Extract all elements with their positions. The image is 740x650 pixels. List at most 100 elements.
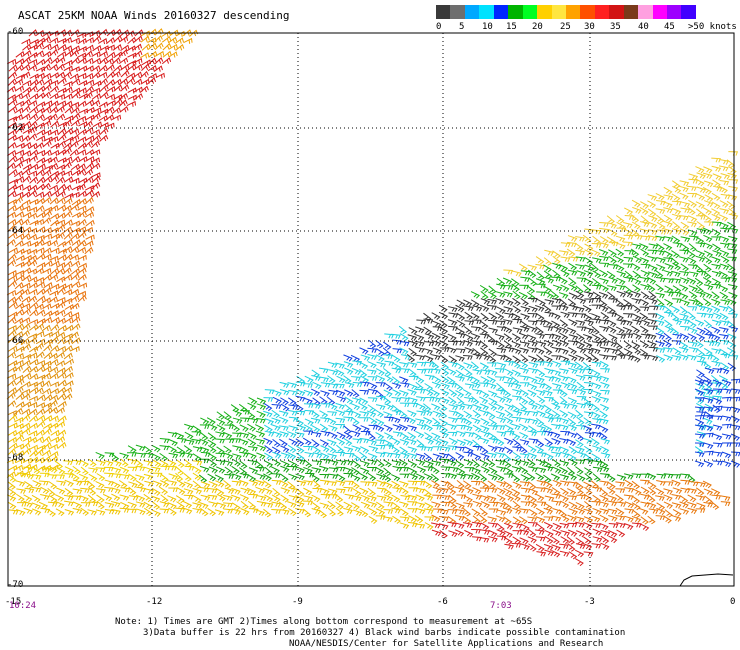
wind-barb <box>480 312 489 322</box>
wind-barb <box>606 215 615 224</box>
wind-barb <box>591 438 600 447</box>
wind-barb <box>560 284 570 292</box>
wind-barb <box>28 430 38 437</box>
wind-barb <box>84 65 94 72</box>
lon-label: -3 <box>584 597 595 607</box>
wind-barb <box>27 254 38 262</box>
wind-barb <box>568 256 579 262</box>
wind-barb <box>560 242 571 248</box>
wind-barb <box>599 508 610 515</box>
wind-barb <box>640 486 650 495</box>
wind-barb <box>599 460 609 469</box>
wind-barb <box>311 494 321 503</box>
wind-barb <box>375 418 385 427</box>
wind-barb <box>703 388 714 395</box>
wind-barb <box>28 259 38 267</box>
wind-barb <box>21 113 31 120</box>
wind-barb <box>591 249 601 257</box>
wind-barb <box>264 389 275 395</box>
wind-barb <box>223 494 233 502</box>
wind-barb <box>376 479 386 487</box>
wind-barb <box>344 367 354 375</box>
wind-barb <box>511 474 521 483</box>
wind-barb <box>447 333 457 342</box>
wind-barb <box>551 305 562 311</box>
wind-barb <box>128 486 137 496</box>
wind-barb <box>680 318 690 325</box>
wind-barb <box>63 59 73 66</box>
wind-barb <box>15 392 25 400</box>
legend-swatch <box>522 5 538 19</box>
wind-barb <box>367 347 378 353</box>
wind-barb <box>151 453 161 461</box>
wind-barb <box>520 306 531 313</box>
wind-barb <box>558 263 569 272</box>
wind-barb <box>200 451 211 458</box>
wind-barb <box>496 347 507 354</box>
wind-barb <box>730 388 740 394</box>
wind-barb <box>280 403 290 412</box>
wind-barb <box>416 410 427 417</box>
wind-barb <box>383 494 394 502</box>
wind-barb <box>488 466 498 475</box>
legend-swatch <box>479 5 494 19</box>
wind-barb <box>375 431 385 440</box>
wind-barb <box>70 203 80 211</box>
wind-barb <box>711 298 721 306</box>
wind-barb <box>295 445 305 454</box>
wind-barb <box>239 446 249 454</box>
wind-barb <box>335 383 345 389</box>
wind-barb <box>439 402 448 412</box>
wind-barb <box>479 382 489 388</box>
wind-barb <box>496 487 506 495</box>
wind-barb <box>320 458 331 464</box>
wind-barb <box>311 438 320 448</box>
wind-barb <box>480 376 490 384</box>
wind-barb <box>567 514 577 522</box>
wind-barb <box>615 215 625 224</box>
wind-barb <box>415 418 425 425</box>
wind-barb <box>208 466 218 474</box>
wind-barb <box>639 325 649 334</box>
wind-barb <box>140 52 150 59</box>
wind-barb <box>448 396 457 405</box>
wind-barb <box>721 388 732 394</box>
wind-barb <box>703 406 714 412</box>
wind-barb <box>294 501 305 508</box>
wind-barb <box>76 163 86 171</box>
wind-barb <box>207 487 218 494</box>
wind-barb <box>583 528 593 537</box>
wind-barb <box>22 79 32 87</box>
wind-barb <box>575 249 586 256</box>
wind-barb <box>303 487 313 496</box>
wind-barb <box>463 424 473 432</box>
wind-barb <box>8 274 18 281</box>
wind-barb <box>22 86 32 94</box>
wind-barb <box>79 495 89 503</box>
wind-barb <box>679 306 689 315</box>
legend-swatch <box>652 5 667 19</box>
wind-barb <box>143 493 153 503</box>
wind-barb <box>303 446 313 451</box>
wind-barb <box>22 211 32 218</box>
wind-barb <box>664 298 674 307</box>
wind-barb <box>63 219 73 226</box>
wind-barb <box>343 438 353 447</box>
wind-barb <box>527 264 538 271</box>
wind-barb <box>503 487 513 496</box>
wind-barb <box>584 500 593 510</box>
wind-barb <box>14 386 24 394</box>
wind-barb <box>488 529 498 538</box>
wind-barb <box>49 394 59 401</box>
wind-barb <box>638 507 649 515</box>
wind-barb <box>199 438 209 446</box>
wind-barb <box>336 473 346 482</box>
wind-barb <box>161 30 171 38</box>
wind-barb <box>432 508 443 514</box>
wind-speed-color-legend <box>436 5 696 19</box>
wind-barb <box>480 501 491 509</box>
wind-barb <box>167 480 178 487</box>
wind-barb <box>84 189 95 197</box>
wind-barb <box>511 465 522 473</box>
wind-barb <box>718 305 729 312</box>
